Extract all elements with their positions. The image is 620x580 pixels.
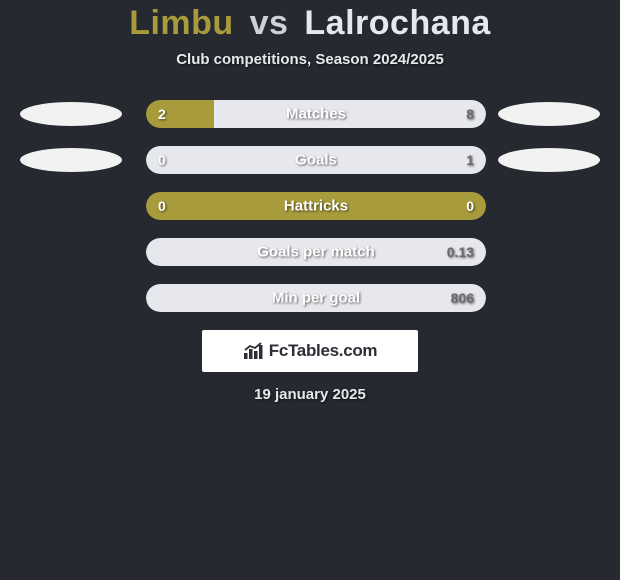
decor-ellipse-left xyxy=(20,102,122,126)
player2-name: Lalrochana xyxy=(304,4,490,42)
subtitle: Club competitions, Season 2024/2025 xyxy=(0,51,620,68)
decor-ellipse-right xyxy=(498,148,600,172)
stat-bar: 0 1 Goals xyxy=(146,146,486,174)
brand-chart-icon xyxy=(243,342,265,360)
brand-text: FcTables.com xyxy=(269,341,378,361)
stat-row: 0 1 Goals xyxy=(0,146,620,174)
player1-name: Limbu xyxy=(129,4,233,42)
decor-ellipse-right xyxy=(498,102,600,126)
stat-value-right: 8 xyxy=(466,106,474,122)
bar-segment-left xyxy=(146,100,214,128)
stat-value-left: 0 xyxy=(158,152,166,168)
stat-bar: 806 Min per goal xyxy=(146,284,486,312)
stat-bar: 2 8 Matches xyxy=(146,100,486,128)
stats-container: 2 8 Matches 0 1 Goals 0 0 Hattricks 0.13 Goals per… xyxy=(0,100,620,312)
bar-segment-right xyxy=(214,100,486,128)
stat-value-right: 0.13 xyxy=(447,244,474,260)
comparison-title: Limbu vs Lalrochana xyxy=(0,0,620,51)
stat-row: 0 0 Hattricks xyxy=(0,192,620,220)
stat-label: Min per goal xyxy=(272,290,360,307)
stat-label: Hattricks xyxy=(284,198,348,215)
stat-value-right: 0 xyxy=(466,198,474,214)
date-label: 19 january 2025 xyxy=(0,386,620,403)
stat-value-right: 806 xyxy=(451,290,474,306)
stat-label: Goals per match xyxy=(257,244,375,261)
stat-row: 0.13 Goals per match xyxy=(0,238,620,266)
brand-box: FcTables.com xyxy=(202,330,418,372)
stat-value-left: 2 xyxy=(158,106,166,122)
stat-row: 2 8 Matches xyxy=(0,100,620,128)
stat-bar: 0 0 Hattricks xyxy=(146,192,486,220)
stat-label: Matches xyxy=(286,106,346,123)
stat-bar: 0.13 Goals per match xyxy=(146,238,486,266)
stat-row: 806 Min per goal xyxy=(0,284,620,312)
vs-separator: vs xyxy=(250,4,289,42)
stat-value-right: 1 xyxy=(466,152,474,168)
decor-ellipse-left xyxy=(20,148,122,172)
stat-value-left: 0 xyxy=(158,198,166,214)
stat-label: Goals xyxy=(295,152,337,169)
